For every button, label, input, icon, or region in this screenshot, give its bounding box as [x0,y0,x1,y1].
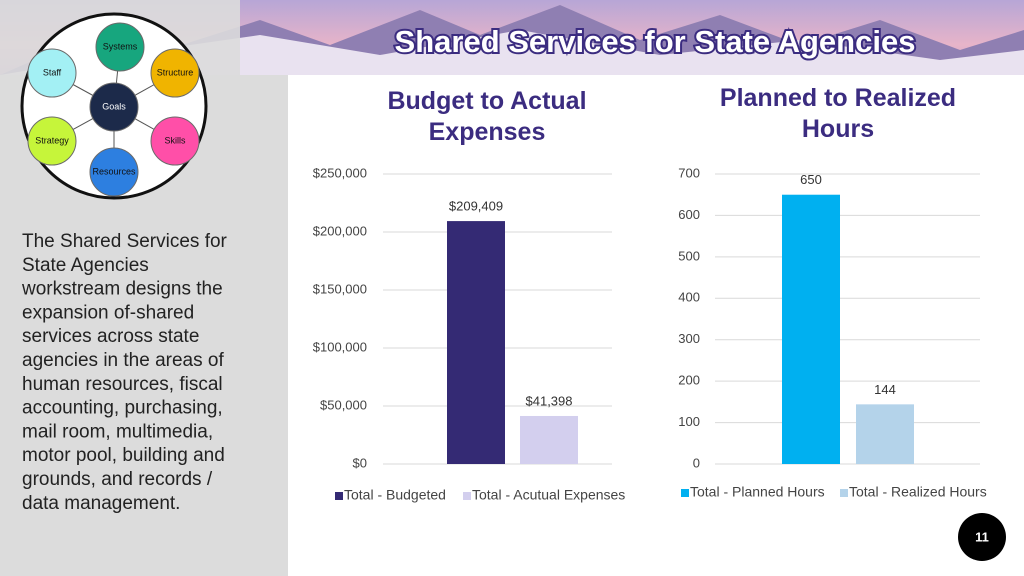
description-line: The Shared Services for [22,231,228,252]
legend-swatch [463,492,471,500]
diagram-label: Goals [102,101,126,111]
legend-label: Total - Realized Hours [849,484,987,500]
description-line: expansion of-shared [22,302,194,323]
legend-label: Total - Planned Hours [690,484,825,500]
diagram-label: Strategy [35,135,69,145]
legend-label: Total - Acutual Expenses [472,487,625,503]
bar [520,415,578,464]
bar [447,221,505,464]
bar [856,404,914,464]
y-tick-label: $200,000 [313,223,367,238]
description-line: motor pool, building and [22,445,225,466]
y-tick-label: 700 [678,165,700,180]
y-tick-label: 300 [678,331,700,346]
diagram-node [150,48,200,98]
description-line: State Agencies [22,255,149,276]
diagram-node [89,147,139,197]
diagram-label: Structure [157,67,194,77]
diagram-node [150,116,200,166]
data-label: $209,409 [449,199,503,214]
y-tick-label: $0 [353,455,367,470]
snow [0,30,1024,75]
legend-swatch [840,489,848,497]
diagram-label: Staff [43,67,62,77]
diagram-node [89,82,139,132]
y-tick-label: $50,000 [320,397,367,412]
description-line: workstream designs the [21,279,223,300]
description-line: agencies in the areas of [22,350,224,371]
chart-title: Planned to Realized Hours [719,84,957,143]
data-label: 650 [800,172,822,187]
page-number: 11 [975,529,989,544]
y-tick-label: $150,000 [313,281,367,296]
data-label: $41,398 [526,393,573,408]
chart-title: Budget to Actual Expenses [387,87,587,146]
y-tick-label: 600 [678,207,700,222]
description-line: human resources, fiscal [22,374,223,395]
diagram-label: Skills [164,135,186,145]
y-tick-label: 500 [678,248,700,263]
description-line: grounds, and records / [22,469,213,490]
description-line: services across state [22,326,199,347]
diagram-node [95,22,145,72]
y-tick-label: $100,000 [313,339,367,354]
bar [782,194,840,464]
legend-label: Total - Budgeted [344,487,446,503]
diagram-label: Resources [92,166,136,176]
legend-swatch [335,492,343,500]
description-line: data management. [22,493,180,514]
description-line: mail room, multimedia, [22,421,213,442]
slide-title: Shared Services for State Agencies [395,24,916,59]
diagram-label: Systems [103,41,138,51]
page-badge [958,513,1006,561]
data-label: 144 [874,382,896,397]
y-tick-label: 400 [678,290,700,305]
diagram-node [27,116,77,166]
diagram-node [27,48,77,98]
y-tick-label: 0 [693,455,700,470]
description-line: accounting, purchasing, [22,398,223,419]
y-tick-label: 100 [678,414,700,429]
legend-swatch [681,489,689,497]
y-tick-label: 200 [678,373,700,388]
y-tick-label: $250,000 [313,165,367,180]
